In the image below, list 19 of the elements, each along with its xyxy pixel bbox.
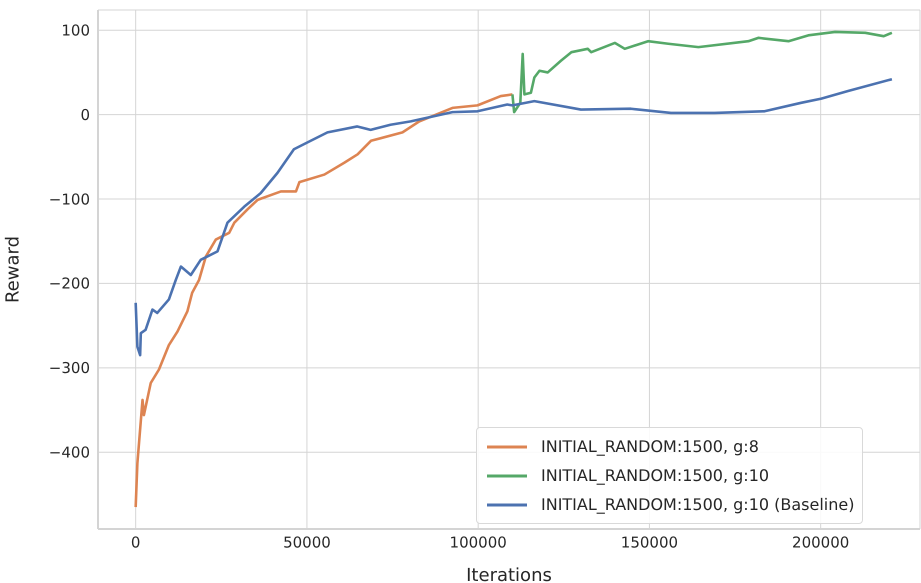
x-axis-title: Iterations	[466, 565, 552, 583]
x-tick-label: 100000	[450, 534, 507, 552]
y-tick-label: 100	[61, 22, 90, 40]
y-tick-label: −200	[48, 274, 90, 293]
x-tick-label: 150000	[620, 534, 678, 552]
y-axis-title: Reward	[2, 236, 24, 304]
x-tick-label: 200000	[792, 534, 850, 552]
legend-label: INITIAL_RANDOM:1500, g:8	[541, 437, 759, 456]
line-series	[134, 93, 514, 508]
x-tick-label: 0	[130, 534, 140, 552]
y-tick-label: −100	[48, 190, 90, 208]
legend-label: INITIAL_RANDOM:1500, g:10 (Baseline)	[541, 495, 854, 514]
legend-label: INITIAL_RANDOM:1500, g:10	[541, 466, 770, 485]
y-tick-label: 0	[80, 106, 90, 124]
y-tick-label: −300	[48, 359, 90, 378]
line-series	[511, 30, 894, 114]
line-series	[134, 78, 894, 356]
x-tick-label: 50000	[283, 534, 331, 552]
y-tick-label: −400	[48, 444, 90, 462]
